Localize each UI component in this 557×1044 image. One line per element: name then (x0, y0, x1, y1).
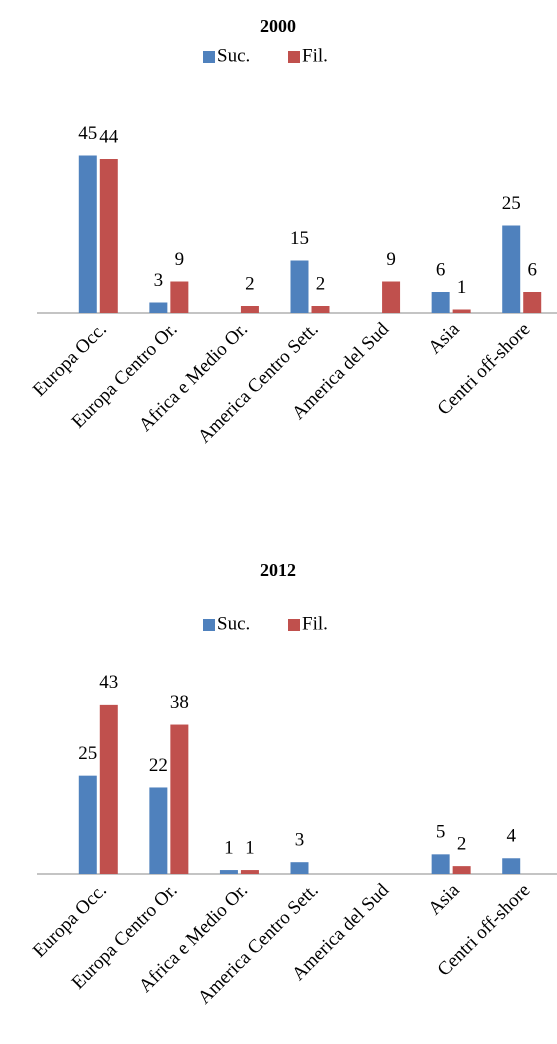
data-label: 3 (295, 830, 305, 851)
bar (78, 775, 97, 874)
bar (502, 858, 521, 874)
bar (99, 704, 118, 874)
x-tick-label: Asia (424, 879, 464, 919)
data-label: 38 (170, 692, 189, 713)
bar (431, 854, 450, 874)
bar (290, 260, 309, 313)
data-label: 6 (436, 259, 446, 280)
bar (240, 306, 259, 313)
bar (502, 225, 521, 313)
legend-label: Fil. (302, 613, 328, 634)
legend-swatch (203, 619, 215, 631)
chart-title: 2012 (260, 560, 296, 580)
data-label: 25 (502, 193, 521, 214)
bar (219, 870, 238, 874)
bar (452, 866, 471, 874)
x-tick-label: America Centro Sett. (194, 880, 323, 1009)
data-label: 9 (175, 249, 185, 270)
legend-label: Fil. (302, 45, 328, 66)
data-label: 1 (224, 837, 234, 858)
data-label: 22 (149, 755, 168, 776)
legend-swatch (203, 51, 215, 63)
legend-label: Suc. (217, 613, 250, 634)
bar (149, 787, 168, 874)
chart-title: 2000 (260, 16, 296, 36)
data-label: 45 (78, 123, 97, 144)
bar (311, 306, 330, 313)
data-label: 5 (436, 822, 446, 843)
bar (240, 870, 259, 874)
x-tick-label: America Centro Sett. (194, 319, 323, 448)
bar (149, 302, 168, 313)
bar (452, 309, 471, 313)
data-label: 2 (245, 273, 255, 294)
data-label: 1 (245, 837, 255, 858)
bar (170, 281, 189, 313)
bar (78, 155, 97, 313)
data-label: 6 (527, 259, 537, 280)
data-label: 4 (506, 826, 516, 847)
bar (431, 292, 450, 313)
legend-swatch (288, 51, 300, 63)
bar (170, 724, 189, 874)
data-label: 9 (386, 249, 396, 270)
bar (99, 159, 118, 313)
legend-swatch (288, 619, 300, 631)
bar (382, 281, 401, 313)
data-label: 1 (457, 277, 467, 298)
bar (290, 862, 309, 874)
data-label: 2 (457, 833, 467, 854)
data-label: 44 (99, 126, 119, 147)
data-label: 25 (78, 743, 97, 764)
data-label: 15 (290, 228, 309, 249)
bar (523, 292, 542, 313)
data-label: 3 (154, 270, 164, 291)
data-label: 43 (99, 672, 118, 693)
data-label: 2 (316, 273, 326, 294)
legend-label: Suc. (217, 45, 250, 66)
x-tick-label: Asia (424, 318, 464, 358)
